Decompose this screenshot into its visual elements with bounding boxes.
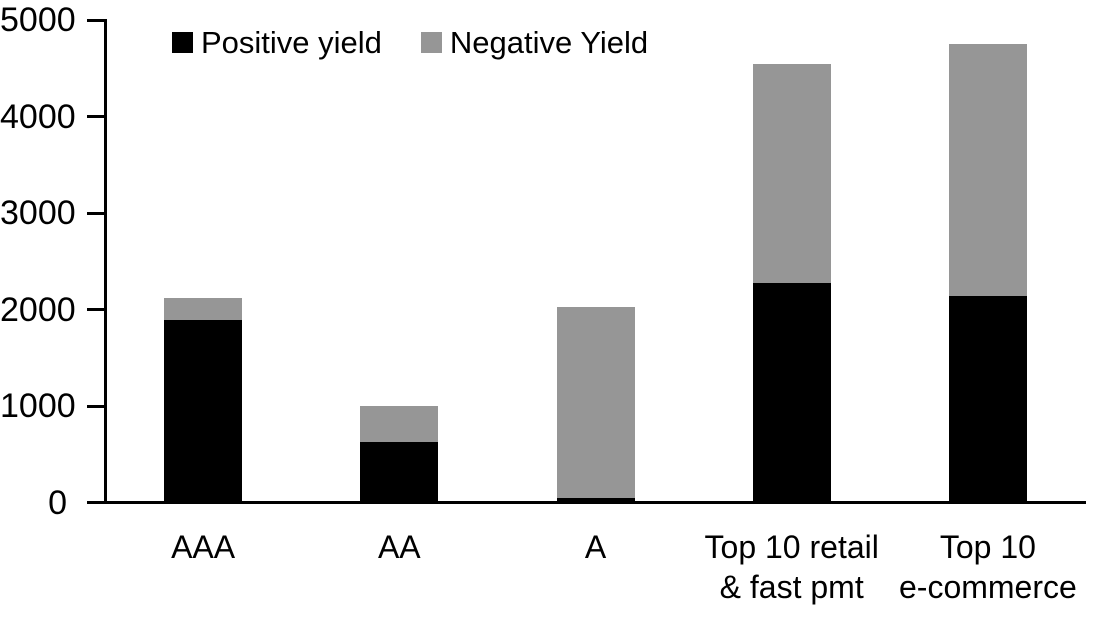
x-category-label: AA bbox=[377, 529, 421, 565]
y-axis-tick bbox=[87, 115, 105, 119]
legend-swatch-positive-yield bbox=[172, 31, 193, 53]
legend-item-negative-yield: Negative Yield bbox=[420, 24, 649, 60]
bar-segment-negative-yield bbox=[752, 63, 831, 284]
bar-segment-negative-yield bbox=[360, 406, 439, 443]
y-axis-tick bbox=[87, 18, 105, 22]
y-tick-label: 2000 bbox=[0, 290, 76, 329]
y-axis-line bbox=[104, 19, 107, 504]
bar-segment-negative-yield bbox=[556, 306, 635, 499]
x-category-label: Top 10 e-commerce bbox=[898, 529, 1077, 605]
legend-swatch-negative-yield bbox=[420, 31, 442, 53]
bar-group-aaa bbox=[164, 298, 243, 503]
y-tick-label: 1000 bbox=[0, 387, 76, 426]
legend: Positive yield Negative Yield bbox=[172, 27, 648, 58]
bar-segment-positive-yield bbox=[360, 442, 439, 503]
bar-group-aa bbox=[360, 406, 439, 503]
legend-item-positive-yield: Positive yield bbox=[172, 27, 382, 58]
bar-group-a bbox=[556, 306, 635, 503]
x-category-label: A bbox=[584, 529, 607, 565]
bar-segment-positive-yield bbox=[556, 498, 635, 503]
legend-label-positive-yield: Positive yield bbox=[201, 24, 382, 60]
y-tick-label: 3000 bbox=[0, 194, 76, 233]
bar-segment-positive-yield bbox=[752, 283, 831, 503]
legend-label-negative-yield: Negative Yield bbox=[449, 24, 649, 60]
y-axis-tick bbox=[87, 404, 105, 408]
bar-group-top10-ecommerce bbox=[948, 44, 1027, 503]
bar-segment-negative-yield bbox=[948, 44, 1027, 297]
y-axis-tick bbox=[87, 308, 105, 312]
y-tick-label: 4000 bbox=[0, 97, 76, 136]
bar-segment-positive-yield bbox=[164, 320, 243, 503]
x-category-label: AAA bbox=[171, 529, 236, 565]
bar-group-top10-retail-fast-pmt bbox=[752, 63, 831, 503]
bar-segment-positive-yield bbox=[948, 296, 1027, 503]
bar-segment-negative-yield bbox=[164, 298, 243, 321]
y-tick-label: 5000 bbox=[0, 1, 76, 39]
x-category-label: Top 10 retail & fast pmt bbox=[704, 529, 879, 605]
y-axis-tick bbox=[87, 211, 105, 215]
y-tick-label: 0 bbox=[48, 484, 67, 522]
